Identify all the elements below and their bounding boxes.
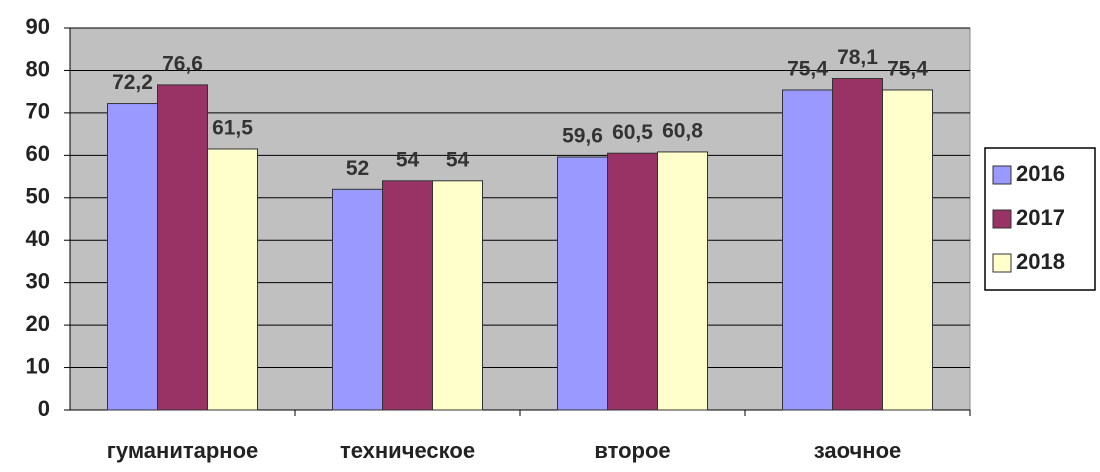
bar xyxy=(107,103,158,411)
bar xyxy=(382,180,433,411)
data-label: 61,5 xyxy=(212,117,253,140)
x-tick-label: техническое xyxy=(340,438,475,463)
y-tick-label: 50 xyxy=(26,184,50,209)
data-label: 60,8 xyxy=(662,119,703,142)
bar xyxy=(432,180,483,411)
bar xyxy=(657,151,708,411)
legend-label: 2018 xyxy=(1016,249,1065,274)
y-tick-label: 40 xyxy=(26,226,50,251)
y-tick-label: 60 xyxy=(26,141,50,166)
data-label: 54 xyxy=(446,148,470,171)
bar xyxy=(832,78,883,411)
data-label: 54 xyxy=(396,148,420,171)
y-tick-label: 90 xyxy=(26,14,50,39)
data-label: 72,2 xyxy=(112,71,153,94)
x-tick-label: заочное xyxy=(814,438,902,463)
data-label: 52 xyxy=(346,157,369,180)
y-tick-label: 0 xyxy=(38,396,50,421)
bar xyxy=(882,89,933,411)
legend-swatch xyxy=(992,209,1012,229)
data-label: 59,6 xyxy=(562,125,603,148)
bar xyxy=(782,89,833,411)
bar xyxy=(557,156,608,411)
data-label: 78,1 xyxy=(837,46,878,69)
y-tick-label: 70 xyxy=(26,99,50,124)
x-tick-label: второе xyxy=(594,438,670,463)
bar xyxy=(157,84,208,411)
bar xyxy=(607,152,658,411)
y-tick-label: 10 xyxy=(26,353,50,378)
legend-label: 2017 xyxy=(1016,205,1065,230)
legend-swatch xyxy=(992,165,1012,185)
y-tick-label: 30 xyxy=(26,268,50,293)
y-tick-label: 80 xyxy=(26,56,50,81)
bar xyxy=(332,188,383,411)
legend-label: 2016 xyxy=(1016,161,1065,186)
data-label: 60,5 xyxy=(612,121,653,144)
x-tick-label: гуманитарное xyxy=(107,438,259,463)
data-label: 76,6 xyxy=(162,52,203,75)
bar xyxy=(207,148,258,411)
y-tick-label: 20 xyxy=(26,311,50,336)
legend-swatch xyxy=(992,253,1012,273)
data-label: 75,4 xyxy=(787,58,828,81)
data-label: 75,4 xyxy=(887,58,928,81)
